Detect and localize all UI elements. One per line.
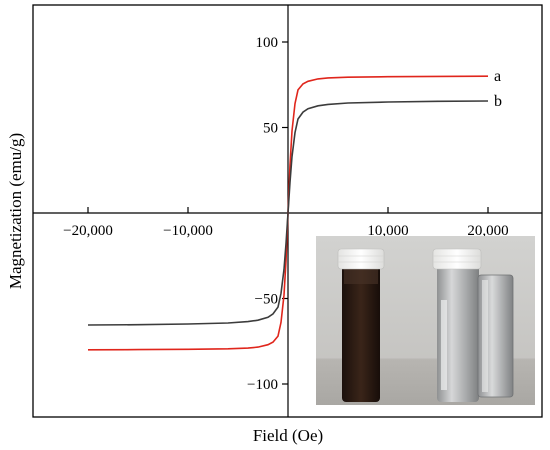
- x-tick-label: −10,000: [163, 223, 213, 239]
- clear-vial: [432, 248, 482, 402]
- magnet-block: [477, 274, 514, 398]
- x-axis-title: Field (Oe): [253, 426, 323, 445]
- series-label-a: a: [494, 68, 501, 85]
- y-axis-title: Magnetization (emu/g): [6, 133, 25, 289]
- series-labels: ab: [494, 68, 502, 110]
- y-ticks: 100 50 −50 −100: [247, 35, 288, 393]
- x-tick-label: −20,000: [63, 223, 113, 239]
- series-label-b: b: [494, 93, 502, 110]
- vials-with-magnet-photo-icon: [316, 236, 535, 405]
- series-lines: [87, 75, 489, 351]
- x-tick-label: 20,000: [467, 223, 508, 239]
- dark-vial: [337, 248, 385, 402]
- y-tick-label: −100: [247, 377, 278, 393]
- y-tick-label: 50: [263, 121, 278, 137]
- x-tick-label: 10,000: [367, 223, 408, 239]
- y-tick-label: 100: [256, 35, 279, 51]
- series-line-b: [87, 100, 489, 326]
- y-tick-label: −50: [255, 292, 278, 308]
- x-ticks: −20,000 −10,000 10,000 20,000: [63, 207, 509, 239]
